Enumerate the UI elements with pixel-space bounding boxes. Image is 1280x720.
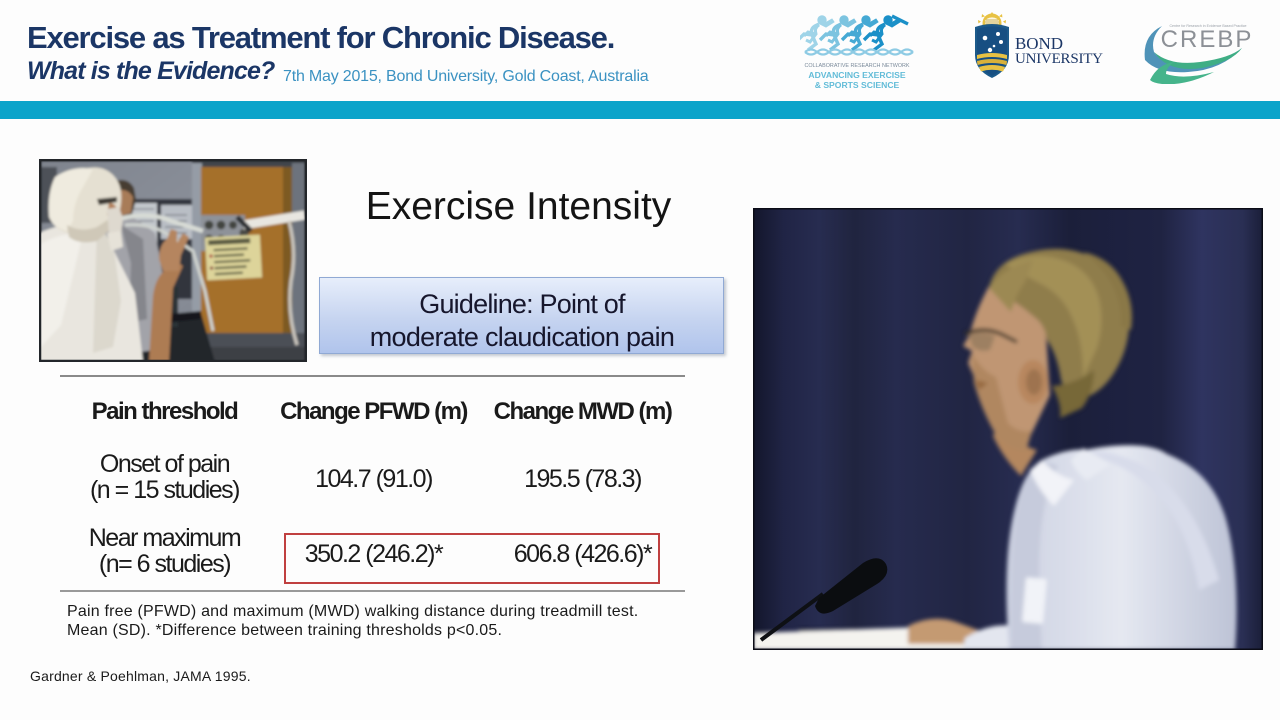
svg-text:ADVANCING EXERCISE: ADVANCING EXERCISE [808,70,906,80]
svg-text:BOND: BOND [1015,34,1063,53]
svg-text:CREBP: CREBP [1161,26,1254,53]
svg-text:COLLABORATIVE RESEARCH NETWORK: COLLABORATIVE RESEARCH NETWORK [804,63,909,69]
svg-text:UNIVERSITY: UNIVERSITY [1015,51,1103,67]
svg-text:& SPORTS SCIENCE: & SPORTS SCIENCE [815,80,900,90]
svg-text:Centre for Research in Evidenc: Centre for Research in Evidence Based Pr… [1169,24,1246,28]
